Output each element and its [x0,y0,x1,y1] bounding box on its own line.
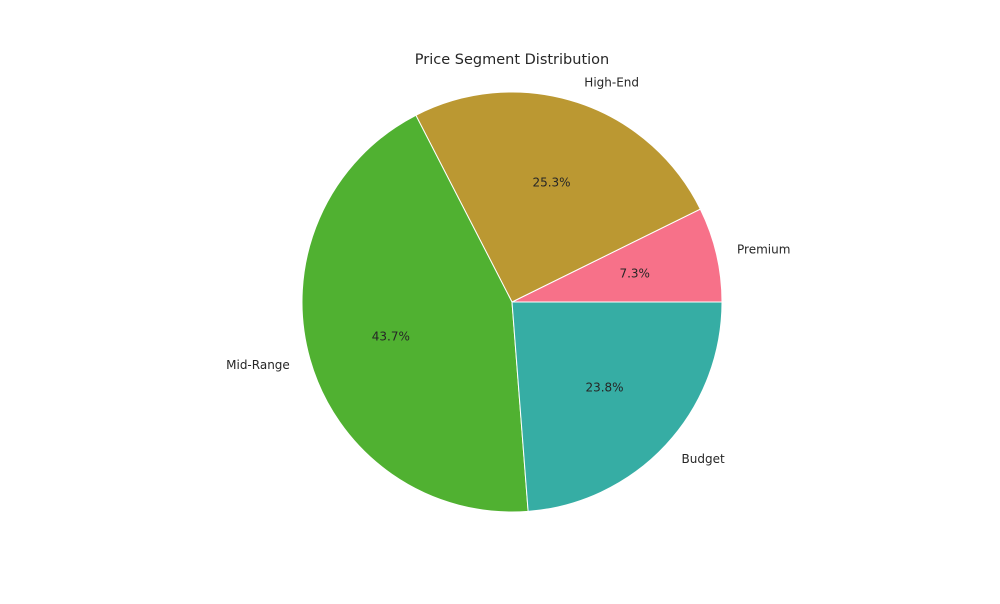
slice-label: Premium [737,243,790,257]
chart-title: Price Segment Distribution [415,52,609,68]
slice-percent-label: 43.7% [372,329,410,343]
pie-labels: Premium 7.3% High-End 25.3% Mid-Range 43.7% Bu… [226,76,790,466]
slice-label: High-End [584,76,639,90]
pie-slice-high-end [415,91,702,303]
slice-percent-label: 23.8% [585,381,623,395]
slice-percent-label: 25.3% [532,175,570,189]
pie-slice-budget [511,301,723,512]
slice-percent-label: 7.3% [619,266,650,280]
slice-label: Mid-Range [226,358,290,372]
slice-label: Budget [682,452,725,466]
pie-slice-mid-range [301,114,529,513]
pie-slices [301,91,723,513]
